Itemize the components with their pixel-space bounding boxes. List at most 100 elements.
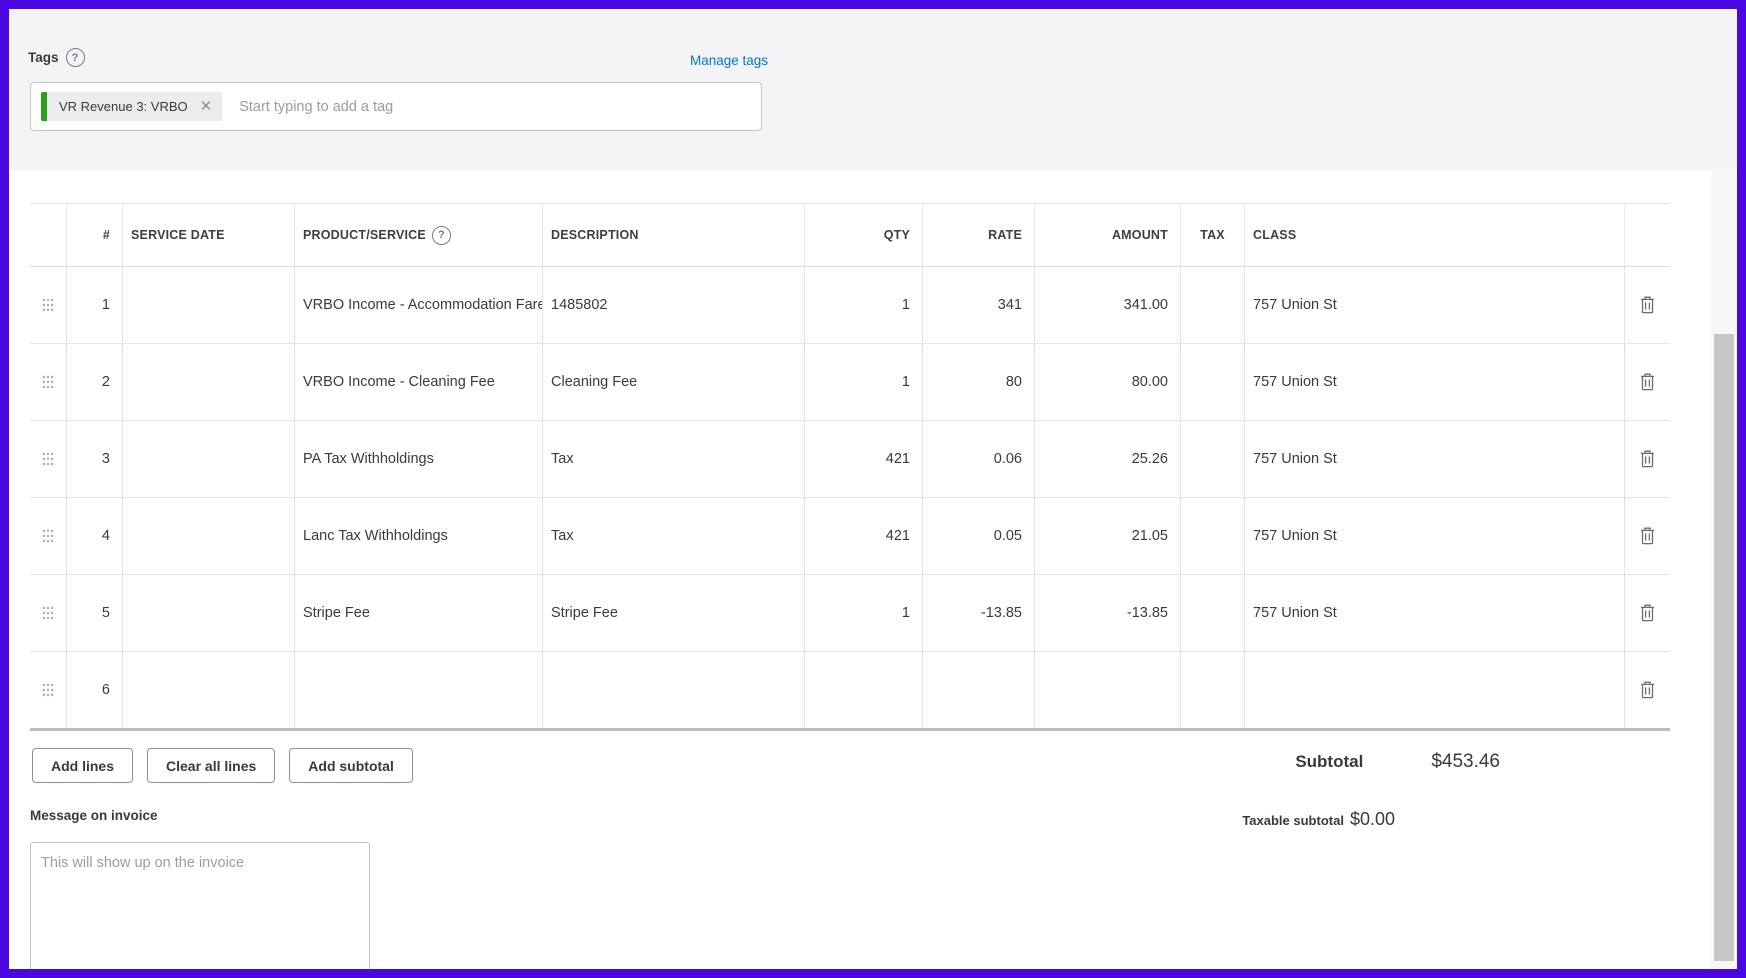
delete-row-trash-icon[interactable]: [1640, 681, 1655, 699]
drag-handle-icon[interactable]: [42, 606, 54, 620]
qty-cell[interactable]: 1: [804, 575, 922, 651]
product-service-help-icon[interactable]: ?: [431, 225, 451, 245]
amount-cell[interactable]: 21.05: [1034, 498, 1180, 574]
drag-handle-icon[interactable]: [42, 452, 54, 466]
product-service-cell[interactable]: Lanc Tax Withholdings: [294, 498, 542, 574]
qty-cell[interactable]: [804, 652, 922, 728]
service-date-cell[interactable]: [122, 652, 294, 728]
tax-cell[interactable]: [1180, 267, 1244, 343]
drag-handle-icon[interactable]: [42, 683, 54, 697]
table-row: 3 PA Tax Withholdings Tax 421 0.06 25.26…: [30, 421, 1670, 498]
tags-help-icon[interactable]: ?: [65, 48, 85, 67]
drag-handle-icon[interactable]: [42, 375, 54, 389]
product-service-cell[interactable]: VRBO Income - Accommodation Fare: [294, 267, 542, 343]
header-amount: AMOUNT: [1034, 204, 1180, 266]
service-date-cell[interactable]: [122, 575, 294, 651]
table-row: 1 VRBO Income - Accommodation Fare 14858…: [30, 267, 1670, 344]
qty-cell[interactable]: 1: [804, 344, 922, 420]
description-cell[interactable]: Stripe Fee: [542, 575, 804, 651]
qty-cell[interactable]: 1: [804, 267, 922, 343]
product-service-cell[interactable]: PA Tax Withholdings: [294, 421, 542, 497]
service-date-cell[interactable]: [122, 267, 294, 343]
tags-input-container[interactable]: VR Revenue 3: VRBO ✕: [30, 82, 762, 131]
tax-cell[interactable]: [1180, 421, 1244, 497]
header-product-service: PRODUCT/SERVICE ?: [294, 204, 542, 266]
header-num: #: [66, 204, 122, 266]
class-cell[interactable]: 757 Union St: [1244, 498, 1624, 574]
delete-row-trash-icon[interactable]: [1640, 604, 1655, 622]
tax-cell[interactable]: [1180, 498, 1244, 574]
rate-cell[interactable]: -13.85: [922, 575, 1034, 651]
amount-cell[interactable]: 80.00: [1034, 344, 1180, 420]
class-cell[interactable]: 757 Union St: [1244, 421, 1624, 497]
row-number: 5: [66, 575, 122, 651]
tag-chip[interactable]: VR Revenue 3: VRBO ✕: [41, 92, 223, 121]
rate-cell[interactable]: 0.06: [922, 421, 1034, 497]
description-cell[interactable]: 1485802: [542, 267, 804, 343]
qty-cell[interactable]: 421: [804, 421, 922, 497]
table-row: 6: [30, 652, 1670, 728]
taxable-subtotal-label: Taxable subtotal: [1242, 813, 1344, 828]
rate-cell[interactable]: 341: [922, 267, 1034, 343]
header-rate: RATE: [922, 204, 1034, 266]
table-header-row: # SERVICE DATE PRODUCT/SERVICE ? DESCRIP…: [30, 203, 1670, 267]
amount-cell[interactable]: [1034, 652, 1180, 728]
table-row: 4 Lanc Tax Withholdings Tax 421 0.05 21.…: [30, 498, 1670, 575]
tags-label: Tags: [28, 50, 59, 65]
service-date-cell[interactable]: [122, 421, 294, 497]
tax-cell[interactable]: [1180, 575, 1244, 651]
description-cell[interactable]: Tax: [542, 498, 804, 574]
class-cell[interactable]: 757 Union St: [1244, 575, 1624, 651]
vertical-scrollbar-thumb[interactable]: [1714, 334, 1734, 961]
delete-row-trash-icon[interactable]: [1640, 450, 1655, 468]
message-on-invoice-label: Message on invoice: [30, 808, 158, 823]
amount-cell[interactable]: 341.00: [1034, 267, 1180, 343]
class-cell[interactable]: 757 Union St: [1244, 344, 1624, 420]
product-service-cell[interactable]: Stripe Fee: [294, 575, 542, 651]
vertical-scrollbar-track[interactable]: [1711, 170, 1737, 969]
header-class: CLASS: [1244, 204, 1624, 266]
description-cell[interactable]: [542, 652, 804, 728]
row-number: 3: [66, 421, 122, 497]
delete-row-trash-icon[interactable]: [1640, 527, 1655, 545]
row-number: 6: [66, 652, 122, 728]
description-cell[interactable]: Tax: [542, 421, 804, 497]
taxable-subtotal-value: $0.00: [1349, 809, 1395, 829]
product-service-cell[interactable]: [294, 652, 542, 728]
header-drag-spacer: [30, 204, 66, 266]
rate-cell[interactable]: [922, 652, 1034, 728]
delete-row-trash-icon[interactable]: [1640, 296, 1655, 314]
manage-tags-link[interactable]: Manage tags: [690, 53, 769, 68]
rate-cell[interactable]: 80: [922, 344, 1034, 420]
service-date-cell[interactable]: [122, 344, 294, 420]
delete-row-trash-icon[interactable]: [1640, 373, 1655, 391]
table-row: 2 VRBO Income - Cleaning Fee Cleaning Fe…: [30, 344, 1670, 421]
class-cell[interactable]: 757 Union St: [1244, 267, 1624, 343]
class-cell[interactable]: [1244, 652, 1624, 728]
tax-cell[interactable]: [1180, 652, 1244, 728]
add-subtotal-button[interactable]: Add subtotal: [289, 748, 413, 783]
subtotal-value: $453.46: [1431, 751, 1500, 772]
tag-remove-icon[interactable]: ✕: [199, 98, 213, 115]
product-service-cell[interactable]: VRBO Income - Cleaning Fee: [294, 344, 542, 420]
qty-cell[interactable]: 421: [804, 498, 922, 574]
message-on-invoice-textarea[interactable]: [30, 842, 370, 969]
table-bottom-divider: [30, 728, 1670, 731]
drag-handle-icon[interactable]: [42, 298, 54, 312]
add-lines-button[interactable]: Add lines: [32, 748, 134, 783]
tag-input[interactable]: [237, 97, 751, 116]
tax-cell[interactable]: [1180, 344, 1244, 420]
drag-handle-icon[interactable]: [42, 529, 54, 543]
amount-cell[interactable]: -13.85: [1034, 575, 1180, 651]
header-service-date: SERVICE DATE: [122, 204, 294, 266]
description-cell[interactable]: Cleaning Fee: [542, 344, 804, 420]
table-row: 5 Stripe Fee Stripe Fee 1 -13.85 -13.85 …: [30, 575, 1670, 652]
tag-color-bar: [41, 92, 47, 121]
subtotal-label: Subtotal: [1295, 752, 1364, 771]
rate-cell[interactable]: 0.05: [922, 498, 1034, 574]
amount-cell[interactable]: 25.26: [1034, 421, 1180, 497]
service-date-cell[interactable]: [122, 498, 294, 574]
clear-all-lines-button[interactable]: Clear all lines: [147, 748, 276, 783]
header-tax: TAX: [1180, 204, 1244, 266]
